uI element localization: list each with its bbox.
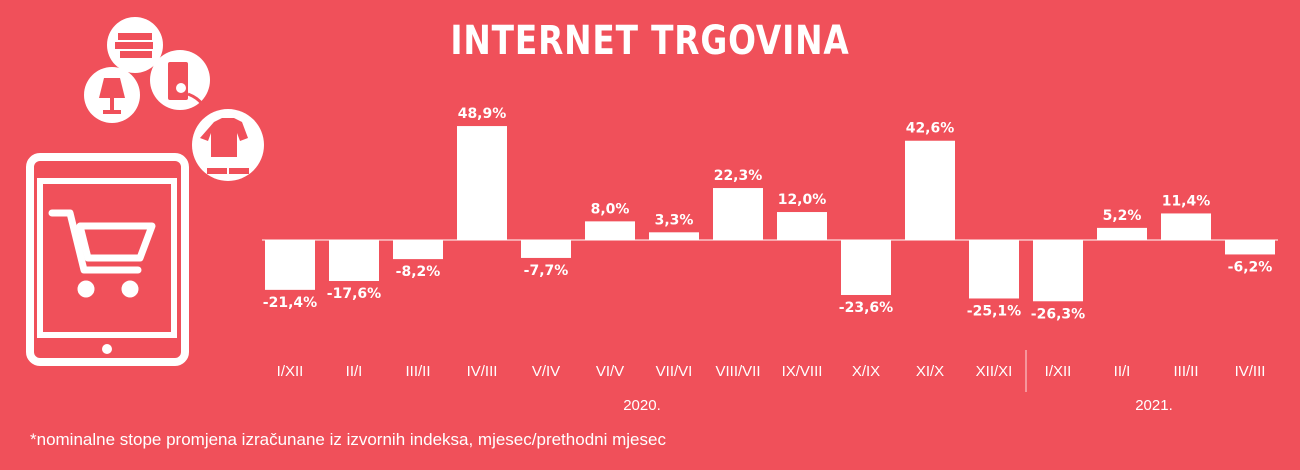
x-tick-label: XI/X xyxy=(916,363,944,380)
shopping-cart-icon xyxy=(48,209,156,298)
bar xyxy=(1033,240,1083,302)
bar-value-label: 3,3% xyxy=(655,212,694,228)
bar xyxy=(585,221,635,240)
bar xyxy=(265,240,315,290)
bar xyxy=(905,140,955,240)
x-tick-label: VI/V xyxy=(596,363,624,380)
bar xyxy=(1225,240,1275,255)
bar-value-label: -21,4% xyxy=(263,295,317,311)
bar-value-label: -6,2% xyxy=(1228,259,1273,275)
x-tick-label: V/IV xyxy=(532,363,560,380)
x-tick-label: IX/VIII xyxy=(782,363,823,380)
bar-value-label: -23,6% xyxy=(839,300,893,316)
x-tick-label: I/XII xyxy=(1045,363,1072,380)
fridge-icon xyxy=(150,50,210,110)
bar-chart: -21,4% I/XII -17,6% II/I -8,2% III/II 48,9% IV/… xyxy=(262,106,1278,414)
decorative-icons xyxy=(26,17,264,366)
bar-value-label: 42,6% xyxy=(906,121,955,137)
bar xyxy=(457,126,507,240)
bar-value-label: 12,0% xyxy=(778,192,827,208)
x-tick-label: IV/III xyxy=(1235,363,1266,380)
x-tick-label: I/XII xyxy=(277,363,304,380)
bar-value-label: -17,6% xyxy=(327,286,381,302)
bar xyxy=(841,240,891,295)
bar-value-label: -25,1% xyxy=(967,303,1021,319)
x-tick-label: II/I xyxy=(346,363,363,380)
clothes-icon xyxy=(192,109,264,181)
x-tick-label: IV/III xyxy=(467,363,498,380)
bar-value-label: 5,2% xyxy=(1103,208,1142,224)
lamp-icon xyxy=(84,67,140,123)
bar xyxy=(969,240,1019,299)
bar xyxy=(521,240,571,258)
bar xyxy=(329,240,379,282)
bar-value-label: 22,3% xyxy=(714,168,763,184)
year-group-label: 2021. xyxy=(1135,397,1173,414)
x-tick-label: X/IX xyxy=(852,363,880,380)
chart-title: INTERNET TRGOVINA xyxy=(450,18,850,64)
x-tick-label: III/II xyxy=(405,363,430,380)
x-tick-label: VII/VI xyxy=(656,363,693,380)
bar-value-label: 48,9% xyxy=(458,106,507,122)
footnote: *nominalne stope promjena izračunane iz … xyxy=(30,430,666,449)
bar-value-label: 8,0% xyxy=(591,201,630,217)
books-icon xyxy=(107,17,163,73)
tablet-icon xyxy=(26,153,189,366)
x-tick-label: III/II xyxy=(1173,363,1198,380)
bar xyxy=(1097,227,1147,240)
bar-value-label: 11,4% xyxy=(1162,193,1211,209)
bar xyxy=(649,232,699,240)
x-tick-label: II/I xyxy=(1114,363,1131,380)
bar xyxy=(1161,213,1211,240)
bar xyxy=(777,212,827,240)
bar-value-label: -7,7% xyxy=(524,263,569,279)
bar-value-label: -26,3% xyxy=(1031,306,1085,322)
x-tick-label: VIII/VII xyxy=(715,363,760,380)
x-tick-label: XII/XI xyxy=(976,363,1013,380)
bar-value-label: -8,2% xyxy=(396,264,441,280)
bar xyxy=(393,240,443,260)
bar xyxy=(713,188,763,240)
year-group-label: 2020. xyxy=(623,397,661,414)
